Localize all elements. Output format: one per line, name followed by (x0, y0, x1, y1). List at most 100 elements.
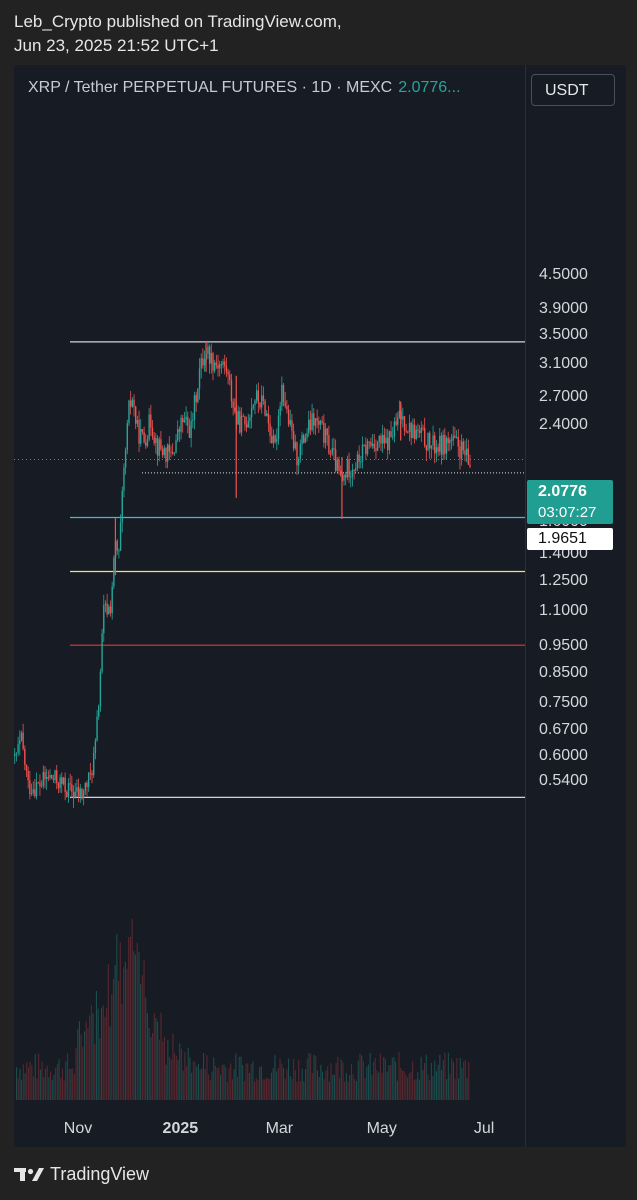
candle-body (386, 437, 389, 451)
candle-body (140, 429, 142, 444)
candle-body (119, 522, 122, 551)
candle-body (385, 437, 387, 444)
currency-button[interactable]: USDT (531, 74, 615, 106)
candle-body (19, 740, 21, 745)
publisher-header: Leb_Crypto published on TradingView.com,… (14, 10, 342, 58)
candle-body (52, 778, 55, 781)
candle-body (121, 490, 123, 523)
candle-body (313, 413, 315, 426)
volume-bar (140, 983, 142, 1100)
volume-bar (126, 968, 128, 1100)
candle-body (388, 431, 391, 451)
candle-body (245, 424, 248, 428)
candle-body (116, 540, 118, 551)
candle-body (383, 434, 386, 444)
volume-bar (121, 1003, 123, 1100)
volume-bar (415, 1079, 417, 1100)
candle-body (213, 362, 216, 371)
candle-body (445, 437, 448, 454)
candle-body (269, 423, 271, 437)
candle-body (442, 434, 444, 455)
candle-body (109, 606, 112, 614)
volume-bar (376, 1070, 378, 1100)
candle-body (274, 435, 276, 442)
volume-bar (247, 1063, 249, 1100)
volume-bar (242, 1064, 244, 1100)
price-chart[interactable] (14, 65, 626, 1147)
volume-bar (84, 1031, 86, 1100)
candle-body (113, 557, 115, 587)
candle-body (462, 441, 464, 451)
volume-bar (99, 1038, 101, 1100)
candle-body (146, 439, 149, 446)
candle-body (84, 782, 86, 791)
candle-body (378, 435, 380, 442)
candle-body (74, 791, 76, 798)
volume-bar (95, 990, 97, 1100)
candle-body (217, 364, 219, 369)
candle-body (153, 436, 155, 444)
chart-panel[interactable] (14, 65, 626, 1147)
volume-bar (145, 997, 147, 1100)
candle-body (99, 671, 102, 707)
volume-bar (214, 1065, 216, 1100)
candle-body (247, 420, 249, 428)
candle-body (316, 418, 318, 421)
volume-bar (390, 1065, 392, 1100)
candle-body (373, 443, 375, 449)
symbol-legend[interactable]: XRP / Tether PERPETUAL FUTURES · 1D · ME… (28, 79, 461, 97)
candle-body (309, 419, 312, 431)
candle-body (360, 461, 362, 463)
candle-body (420, 427, 422, 433)
volume-bar (104, 1016, 106, 1100)
volume-bar (374, 1058, 376, 1100)
candle-body (365, 445, 367, 455)
volume-bar (148, 1027, 150, 1100)
tradingview-footer: TradingView (14, 1162, 149, 1186)
volume-bar (112, 978, 114, 1100)
candle-body (318, 420, 320, 425)
volume-bar (342, 1062, 344, 1100)
candle-body (24, 748, 26, 765)
candle-body (460, 441, 463, 459)
volume-bar (281, 1063, 283, 1100)
candle-body (457, 436, 459, 447)
volume-bar (143, 960, 145, 1100)
last-price-label: 2.0776 03:07:27 (527, 480, 613, 524)
volume-bar (430, 1062, 432, 1100)
volume-bar (463, 1061, 465, 1100)
volume-bar (442, 1060, 444, 1100)
candle-body (215, 362, 218, 365)
price-tick-label: 1.1000 (539, 602, 588, 620)
time-tick-label: Jul (473, 1120, 495, 1137)
volume-bar (371, 1075, 373, 1100)
price-tick-label: 3.5000 (539, 325, 588, 343)
candle-body (54, 770, 56, 781)
volume-bar (209, 1080, 211, 1100)
volume-bar (339, 1077, 341, 1100)
volume-bar (29, 1061, 31, 1100)
candle-body (397, 417, 399, 425)
candle-body (440, 435, 443, 455)
volume-bar (141, 975, 143, 1100)
volume-bar (218, 1067, 220, 1100)
candle-body (403, 416, 406, 431)
candle-body (297, 458, 300, 466)
volume-bar (362, 1060, 364, 1100)
candle-body (81, 788, 83, 799)
candle-body (314, 418, 317, 426)
candle-body (266, 413, 268, 416)
volume-bar (206, 1055, 208, 1100)
volume-bar (50, 1071, 52, 1100)
volume-bar (408, 1073, 410, 1100)
volume-bar (412, 1061, 414, 1100)
time-tick-label: Mar (265, 1120, 294, 1137)
volume-bar (189, 1057, 191, 1100)
volume-bar (55, 1067, 57, 1100)
volume-bar (277, 1068, 279, 1100)
volume-bar (128, 936, 130, 1100)
volume-bar (413, 1079, 415, 1100)
volume-bar (169, 1057, 171, 1100)
volume-bar (192, 1060, 194, 1100)
candle-body (89, 772, 92, 774)
